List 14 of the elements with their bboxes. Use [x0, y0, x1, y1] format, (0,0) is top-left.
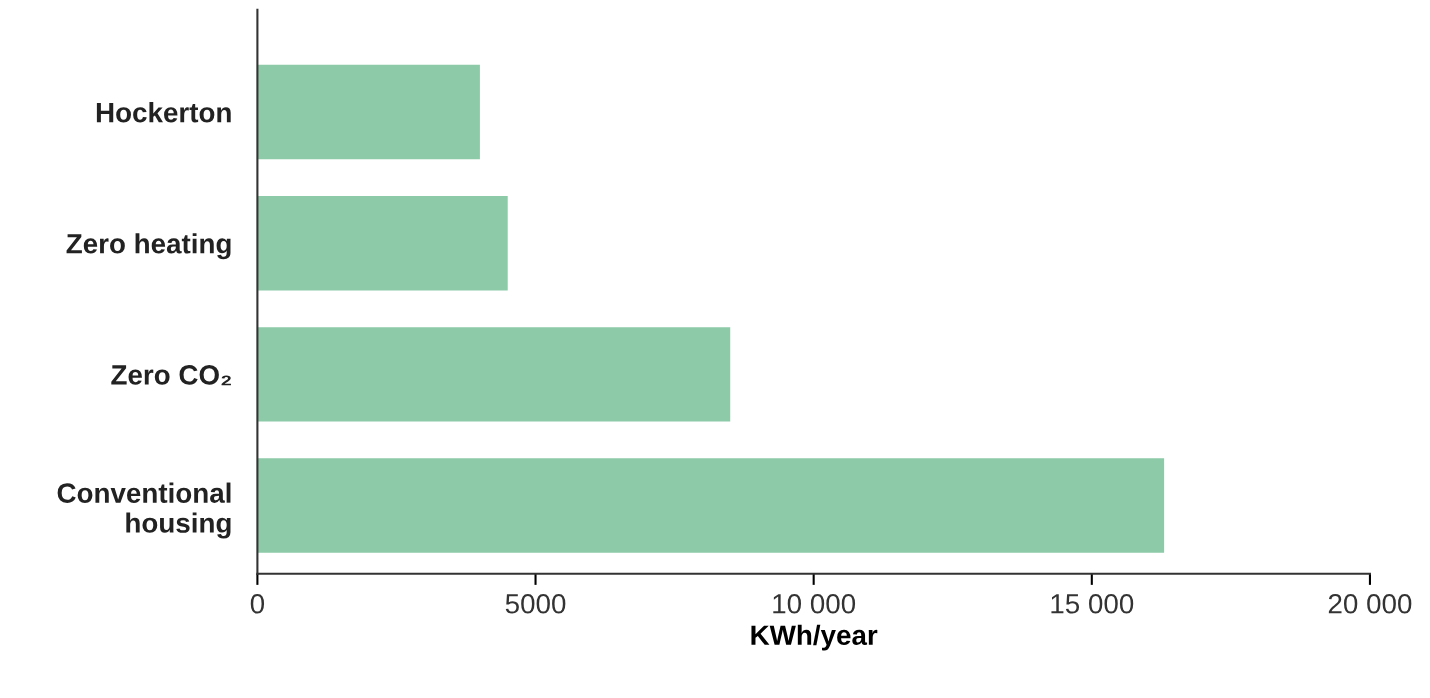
x-tick-label: 10 000: [773, 593, 856, 614]
y-tick-label: Conventional housing: [57, 482, 231, 539]
bar: [257, 64, 480, 160]
y-tick-label: Zero heating: [66, 233, 231, 260]
y-tick-label: Hockerton: [96, 102, 231, 123]
x-tick-label: 20 000: [1328, 593, 1412, 614]
bar: [257, 458, 1165, 553]
x-tick-label: 5000: [505, 593, 566, 614]
y-tick-label: Zero CO₂: [111, 365, 231, 386]
x-tick-label: 0: [250, 593, 265, 614]
x-tick-label: 15 000: [1051, 593, 1134, 614]
x-axis-title: KWh/year: [751, 624, 878, 651]
bar: [257, 327, 731, 422]
bar: [257, 196, 508, 291]
